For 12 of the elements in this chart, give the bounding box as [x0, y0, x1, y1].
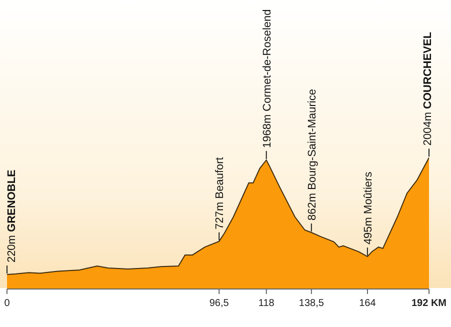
- x-tick-label: 118: [258, 298, 275, 309]
- x-tick-label: 192 KM: [411, 298, 447, 309]
- x-tick-label: 96,5: [209, 298, 230, 309]
- annotation: 2004m COURCHEVEL: [422, 32, 434, 146]
- x-tick-label: 138,5: [298, 298, 324, 309]
- annotation: 495m Moûtiers: [362, 171, 374, 245]
- annotation: 862m Bourg-Saint-Maurice: [306, 89, 318, 221]
- x-tick-label: 164: [359, 298, 376, 309]
- x-tick-label: 0: [4, 298, 10, 309]
- annotation: 727m Beaufort: [214, 157, 226, 230]
- annotation: 220m GRENOBLE: [6, 170, 18, 263]
- annotation: 1968m Cormet-de-Roselend: [261, 9, 274, 148]
